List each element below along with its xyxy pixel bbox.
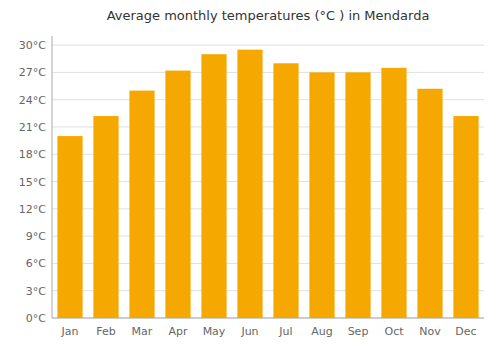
x-axis-line (52, 318, 484, 319)
x-tick-label: Aug (311, 325, 332, 338)
x-tick-label: May (203, 325, 226, 338)
bar (201, 54, 226, 318)
bar (453, 116, 478, 318)
bar (57, 136, 82, 318)
grid-line (52, 72, 484, 73)
bar (417, 89, 442, 318)
bar (165, 71, 190, 318)
bar (345, 72, 370, 318)
grid-line (52, 318, 484, 319)
y-tick-label: 21°C (19, 121, 46, 134)
x-tick-label: Mar (132, 325, 153, 338)
bars (57, 50, 478, 318)
y-axis-line (52, 36, 53, 318)
y-tick-label: 24°C (19, 94, 46, 107)
x-tick-label: Oct (384, 325, 404, 338)
x-tick-label: Apr (168, 325, 188, 338)
x-tick-label: Jan (61, 325, 79, 338)
grid-line (52, 45, 484, 46)
x-tick-label: Jun (240, 325, 258, 338)
x-tick-label: Feb (96, 325, 115, 338)
y-tick-label: 18°C (19, 148, 46, 161)
y-tick-label: 30°C (19, 39, 46, 52)
bar (381, 68, 406, 318)
x-tick-label: Dec (455, 325, 476, 338)
y-tick-label: 6°C (26, 257, 46, 270)
x-tick-label: Nov (419, 325, 441, 338)
x-tick-label: Jul (278, 325, 292, 338)
bar (93, 116, 118, 318)
x-tick-label: Sep (348, 325, 369, 338)
y-tick-label: 3°C (26, 285, 46, 298)
bar (273, 63, 298, 318)
y-axis: 0°C 3°C 6°C 9°C 12°C 15°C 18°C 21°C 24°C 27°C 30°C (19, 39, 484, 325)
y-tick-label: 27°C (19, 66, 46, 79)
y-tick-label: 15°C (19, 176, 46, 189)
chart: Average monthly temperatures (°C ) in Me… (0, 0, 500, 350)
bar (237, 50, 262, 318)
x-axis: Jan Feb Mar Apr May Jun Jul Aug Sep Oct Nov Dec (61, 325, 477, 338)
bar (309, 72, 334, 318)
y-tick-label: 0°C (26, 312, 46, 325)
title: Average monthly temperatures (°C ) in Me… (107, 8, 430, 23)
y-tick-label: 9°C (26, 230, 46, 243)
bar (129, 91, 154, 318)
y-tick-label: 12°C (19, 203, 46, 216)
